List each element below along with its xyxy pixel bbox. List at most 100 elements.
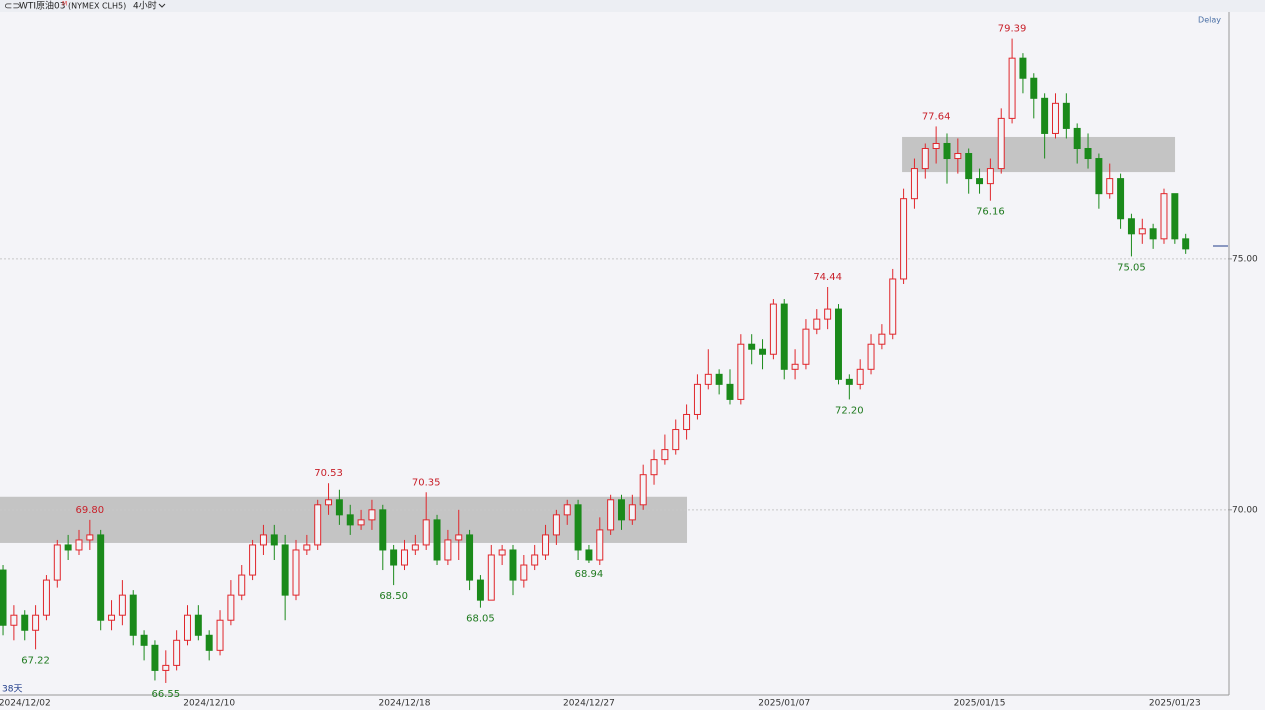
dropdown-arrow[interactable]: [158, 3, 166, 8]
candle-body: [596, 529, 604, 561]
price-annotation: 67.22: [21, 655, 50, 666]
candle-body: [542, 534, 550, 556]
candle-body: [368, 509, 376, 521]
price-annotation: 69.80: [76, 505, 105, 516]
candle-body: [314, 504, 322, 546]
candle-body: [1138, 228, 1146, 235]
candle-body: [227, 594, 235, 621]
candle-body: [835, 308, 842, 380]
candle-body: [476, 579, 484, 601]
candle-body: [455, 534, 463, 541]
candle-body: [64, 544, 72, 551]
candle-body: [1084, 147, 1092, 160]
x-tick-label: 2025/01/23: [1149, 699, 1201, 709]
candle-body: [574, 504, 582, 551]
candle-body: [86, 534, 94, 541]
candle-body: [824, 308, 832, 320]
candle-body: [108, 614, 116, 621]
candle-body: [1019, 57, 1027, 79]
header-title: WTI原油03: [19, 0, 66, 12]
candle-body: [661, 449, 669, 461]
candle-body: [10, 614, 18, 626]
candle-body: [509, 549, 517, 581]
corner-label: 38天: [2, 685, 22, 695]
candle-body: [737, 343, 745, 400]
candle-body: [607, 499, 615, 531]
candle-body: [997, 117, 1005, 170]
price-annotation: 70.53: [314, 468, 343, 479]
y-tick-label: 75.00: [1232, 254, 1258, 264]
candle-body: [162, 664, 170, 671]
candle-body: [390, 549, 398, 566]
candle-body: [845, 378, 853, 385]
x-tick-label: 2024/12/18: [379, 699, 431, 709]
candle-body: [249, 544, 257, 576]
price-annotation: 68.94: [575, 569, 604, 580]
zone: [902, 136, 1176, 173]
candle-body: [75, 539, 83, 551]
candle-body: [325, 499, 333, 506]
candle-body: [140, 634, 148, 646]
candle-body: [639, 474, 647, 506]
header-sup: M: [62, 1, 67, 8]
candle-body: [563, 504, 571, 516]
candle-body: [205, 634, 213, 651]
candle-body: [856, 368, 864, 385]
x-tick-label: 2024/12/02: [0, 699, 51, 709]
candle-body: [32, 614, 40, 631]
candle-body: [53, 544, 61, 581]
candle-body: [1171, 193, 1179, 240]
price-annotation: 68.50: [379, 591, 408, 602]
candle-body: [672, 429, 680, 451]
candle-body: [585, 549, 593, 561]
candle-body: [184, 614, 191, 641]
candle-body: [759, 348, 767, 355]
candle-body: [520, 564, 528, 581]
delay-label: Delay: [1198, 16, 1221, 25]
price-annotation: 74.44: [813, 272, 842, 283]
candle-body: [21, 614, 29, 631]
candle-body: [173, 639, 181, 666]
candle-body: [1160, 193, 1168, 240]
candle-body: [986, 168, 994, 185]
candle-body: [444, 539, 452, 561]
price-annotation: 76.16: [976, 207, 1005, 218]
x-tick-label: 2024/12/27: [563, 699, 615, 709]
price-annotation: 72.20: [835, 405, 864, 416]
candle-body: [433, 519, 441, 561]
candle-body: [650, 459, 658, 476]
candle-body: [683, 413, 691, 431]
candle-body: [1117, 178, 1125, 220]
candle-body: [1182, 238, 1190, 250]
candle-body: [1052, 102, 1059, 134]
candle-body: [466, 534, 474, 581]
candle-body: [628, 504, 636, 521]
candle-body: [1106, 178, 1114, 195]
candle-body: [867, 343, 875, 370]
x-tick-label: 2024/12/10: [183, 699, 235, 709]
candle-body: [194, 614, 202, 636]
price-annotation: 66.55: [151, 689, 180, 700]
header-symbol: (NYMEX CLH5): [68, 2, 126, 11]
candle-body: [748, 343, 756, 350]
candle-body: [401, 549, 408, 566]
candle-body: [1030, 77, 1038, 99]
price-annotation: 75.05: [1117, 262, 1146, 273]
candle-body: [954, 153, 962, 160]
candle-body: [238, 574, 246, 596]
candle-body: [715, 373, 723, 385]
header-period[interactable]: 4小时: [133, 0, 157, 12]
candle-body: [921, 147, 929, 170]
candle-body: [1041, 97, 1049, 134]
candle-body: [813, 318, 821, 330]
candle-body: [726, 383, 734, 400]
candle-body: [487, 554, 495, 601]
candle-body: [346, 514, 354, 526]
candle-body: [976, 178, 984, 185]
candle-body: [42, 579, 50, 616]
candle-body: [97, 534, 105, 621]
candle-body: [932, 142, 940, 149]
